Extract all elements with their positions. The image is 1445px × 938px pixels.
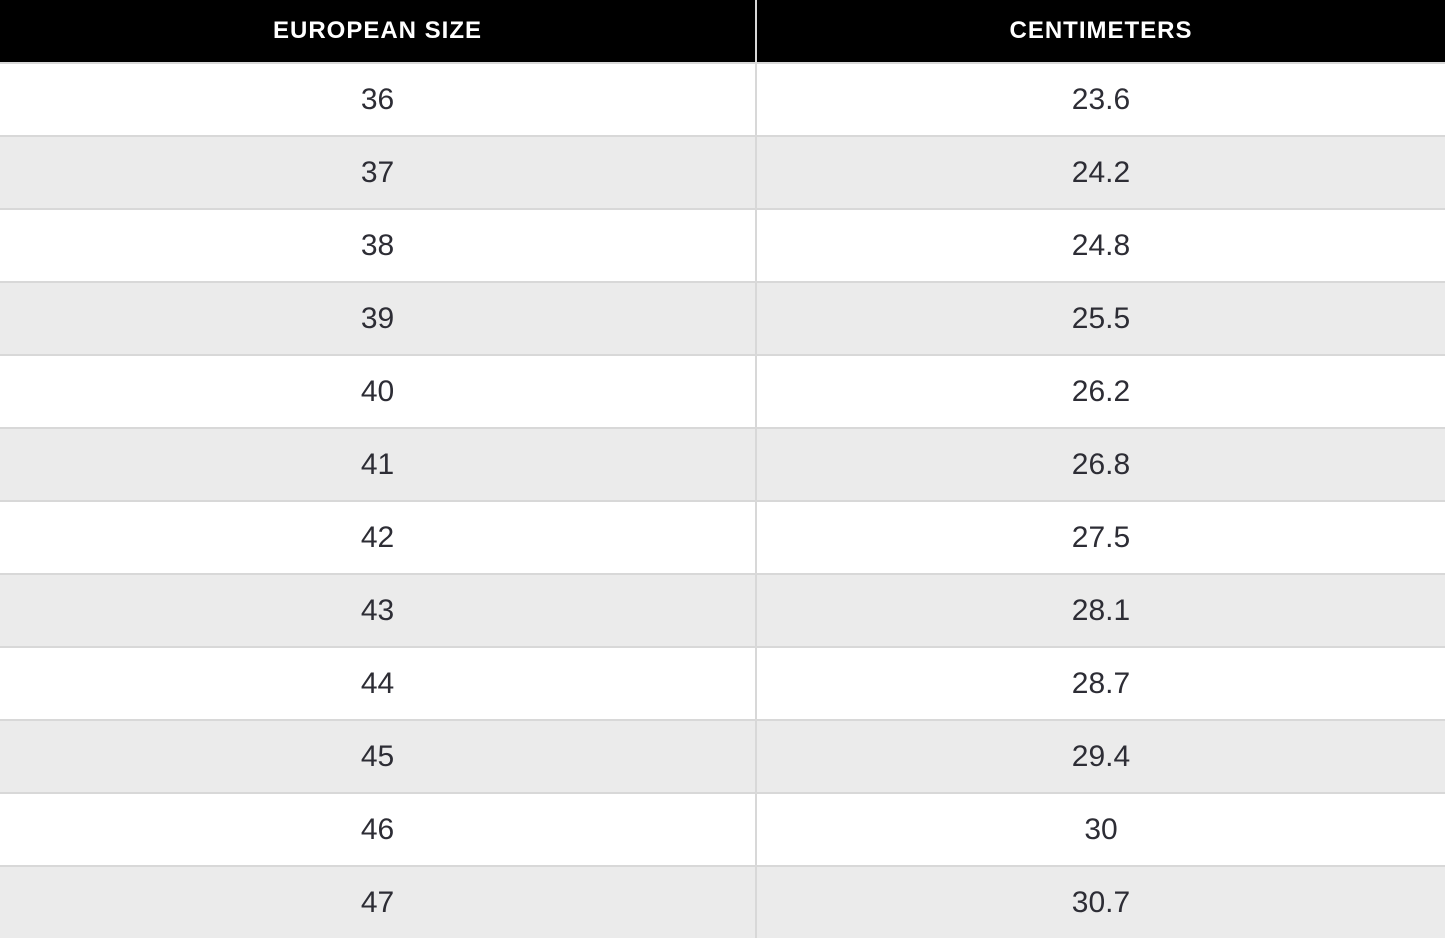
- centimeters-cell: 26.2: [755, 355, 1445, 428]
- centimeters-cell: 28.7: [755, 647, 1445, 720]
- european-size-cell: 47: [0, 866, 756, 938]
- table-header: EUROPEAN SIZE CENTIMETERS: [0, 0, 1445, 63]
- table-row: 45 29.4: [0, 720, 1445, 793]
- table-row: 41 26.8: [0, 428, 1445, 501]
- header-centimeters: CENTIMETERS: [755, 0, 1445, 63]
- table-row: 38 24.8: [0, 209, 1445, 282]
- centimeters-cell: 24.2: [755, 136, 1445, 209]
- centimeters-cell: 27.5: [755, 501, 1445, 574]
- european-size-cell: 38: [0, 209, 756, 282]
- header-row: EUROPEAN SIZE CENTIMETERS: [0, 0, 1445, 63]
- centimeters-cell: 26.8: [755, 428, 1445, 501]
- centimeters-cell: 24.8: [755, 209, 1445, 282]
- table-body: 36 23.6 37 24.2 38 24.8 39 25.5 40 26.2 41 26.8 42 27…: [0, 63, 1445, 938]
- centimeters-cell: 25.5: [755, 282, 1445, 355]
- european-size-cell: 39: [0, 282, 756, 355]
- centimeters-cell: 30: [755, 793, 1445, 866]
- european-size-cell: 46: [0, 793, 756, 866]
- centimeters-cell: 29.4: [755, 720, 1445, 793]
- centimeters-cell: 30.7: [755, 866, 1445, 938]
- table-row: 40 26.2: [0, 355, 1445, 428]
- table-row: 47 30.7: [0, 866, 1445, 938]
- table-row: 37 24.2: [0, 136, 1445, 209]
- european-size-cell: 44: [0, 647, 756, 720]
- table-row: 42 27.5: [0, 501, 1445, 574]
- table-row: 39 25.5: [0, 282, 1445, 355]
- centimeters-cell: 28.1: [755, 574, 1445, 647]
- european-size-cell: 36: [0, 63, 756, 136]
- table-row: 43 28.1: [0, 574, 1445, 647]
- centimeters-cell: 23.6: [755, 63, 1445, 136]
- european-size-cell: 45: [0, 720, 756, 793]
- european-size-cell: 42: [0, 501, 756, 574]
- european-size-cell: 43: [0, 574, 756, 647]
- table-row: 44 28.7: [0, 647, 1445, 720]
- table-row: 46 30: [0, 793, 1445, 866]
- european-size-cell: 40: [0, 355, 756, 428]
- table-row: 36 23.6: [0, 63, 1445, 136]
- european-size-cell: 37: [0, 136, 756, 209]
- header-european-size: EUROPEAN SIZE: [0, 0, 756, 63]
- european-size-cell: 41: [0, 428, 756, 501]
